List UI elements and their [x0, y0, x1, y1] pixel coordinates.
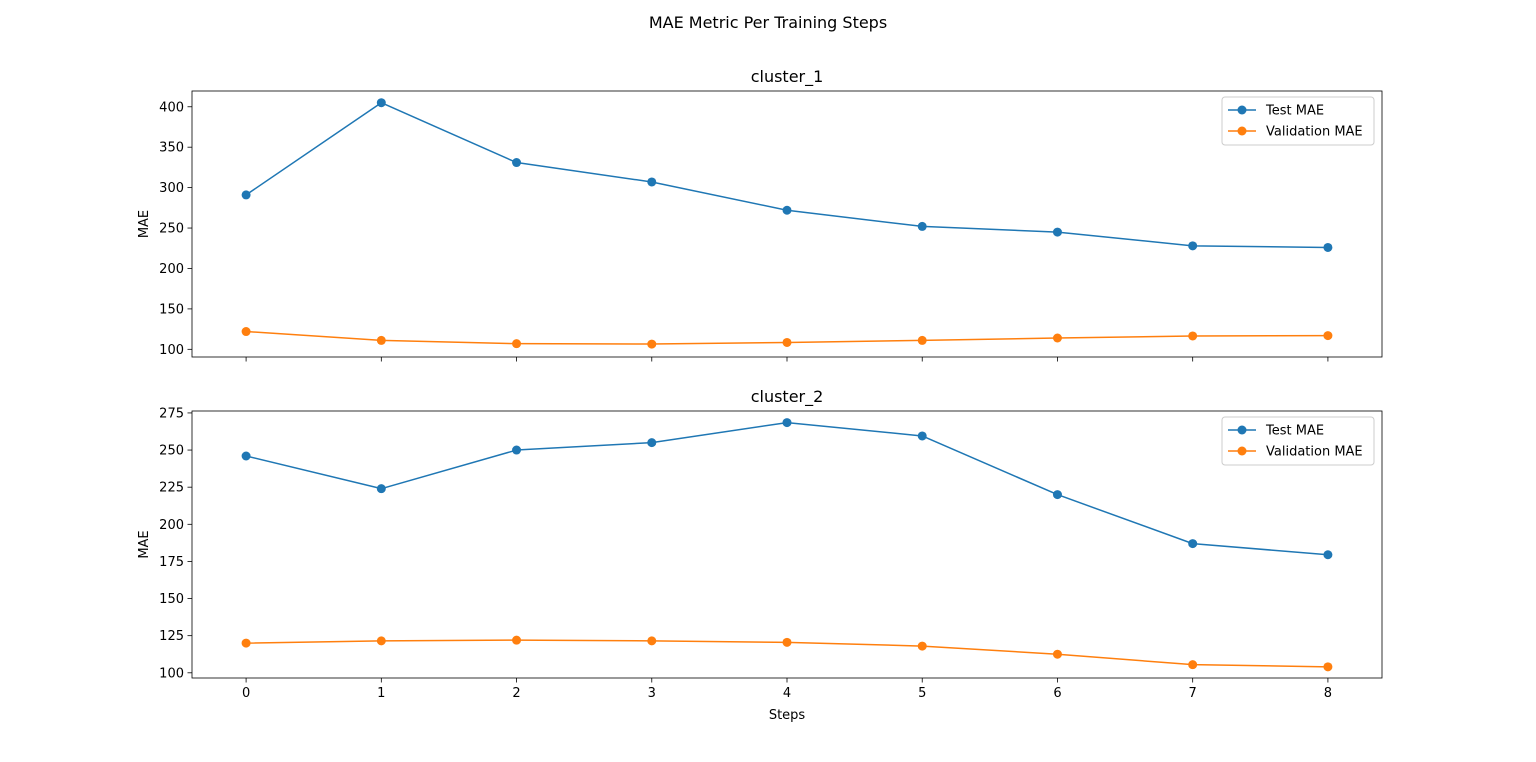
data-point [376, 98, 386, 108]
data-point [241, 451, 251, 461]
data-point [512, 158, 522, 168]
y-tick-label: 175 [159, 555, 184, 570]
y-tick-label: 250 [159, 444, 184, 459]
legend-marker [1237, 425, 1247, 435]
data-point [782, 205, 792, 215]
legend-marker [1237, 105, 1247, 115]
legend-label: Validation MAE [1266, 125, 1363, 140]
data-point [241, 638, 251, 648]
series-validation-mae [241, 327, 1333, 349]
x-tick-label: 6 [1053, 686, 1061, 701]
data-point [241, 327, 251, 337]
legend-label: Test MAE [1265, 424, 1324, 439]
legend-item: Test MAE [1228, 104, 1324, 119]
data-point [782, 637, 792, 647]
y-axis-label: MAE [137, 530, 152, 558]
series-test-mae [241, 98, 1333, 252]
legend-label: Validation MAE [1266, 445, 1363, 460]
y-tick-label: 125 [159, 629, 184, 644]
data-point [512, 339, 522, 349]
legend-box [1221, 416, 1375, 466]
data-point [512, 635, 522, 645]
y-tick-label: 225 [159, 481, 184, 496]
legend-item: Test MAE [1228, 424, 1324, 439]
legend-item: Validation MAE [1228, 125, 1363, 140]
y-tick-label: 350 [159, 141, 184, 156]
y-tick-label: 100 [159, 343, 184, 358]
y-tick-label: 400 [159, 100, 184, 115]
data-point [512, 445, 522, 455]
legend-box [1221, 96, 1375, 146]
data-point [917, 335, 927, 345]
x-tick-label: 1 [377, 686, 385, 701]
y-tick-label: 150 [159, 592, 184, 607]
data-point [376, 636, 386, 646]
data-point [1188, 241, 1198, 251]
data-point [1323, 242, 1333, 252]
y-tick-label: 250 [159, 222, 184, 237]
data-point [647, 177, 657, 187]
data-point [782, 337, 792, 347]
subplot-1: cluster_1 100 150 200 250 300 350 400 MAE Test MA… [137, 67, 1383, 362]
data-point [376, 335, 386, 345]
legend-label: Test MAE [1265, 104, 1324, 119]
y-tick-label: 300 [159, 181, 184, 196]
subplot-title: cluster_2 [751, 387, 824, 407]
data-point [1052, 649, 1062, 659]
data-point [241, 190, 251, 200]
x-tick-label: 3 [648, 686, 656, 701]
figure-title: MAE Metric Per Training Steps [649, 13, 887, 32]
x-tick-label: 2 [512, 686, 520, 701]
y-tick-label: 200 [159, 262, 184, 277]
x-tick-label: 7 [1189, 686, 1197, 701]
data-point [1188, 539, 1198, 549]
data-point [917, 431, 927, 441]
data-point [647, 636, 657, 646]
x-tick-label: 8 [1324, 686, 1332, 701]
y-tick-label: 200 [159, 518, 184, 533]
data-point [1323, 331, 1333, 341]
data-point [647, 339, 657, 349]
y-tick-label: 100 [159, 666, 184, 681]
data-point [1052, 490, 1062, 500]
legend-marker [1237, 126, 1247, 136]
series-test-mae [241, 418, 1333, 560]
x-tick-label: 5 [918, 686, 926, 701]
subplot-2: cluster_2 100 125 150 175 200 225 250 275 0 1 2 3 4 5 6… [137, 387, 1383, 723]
legend: Test MAE Validation MAE [1221, 416, 1375, 466]
data-point [1052, 227, 1062, 237]
legend: Test MAE Validation MAE [1221, 96, 1375, 146]
data-point [647, 438, 657, 448]
legend-item: Validation MAE [1228, 445, 1363, 460]
x-tick-label: 4 [783, 686, 791, 701]
subplot-title: cluster_1 [751, 67, 824, 87]
data-point [1052, 333, 1062, 343]
data-point [1188, 331, 1198, 341]
y-tick-label: 150 [159, 302, 184, 317]
legend-marker [1237, 446, 1247, 456]
data-point [1323, 550, 1333, 560]
data-point [1323, 662, 1333, 672]
data-point [917, 221, 927, 231]
series-validation-mae [241, 635, 1333, 672]
x-axis-label: Steps [769, 708, 806, 723]
y-tick-label: 275 [159, 406, 184, 421]
data-point [1188, 660, 1198, 670]
data-point [917, 641, 927, 651]
y-axis-label: MAE [137, 210, 152, 238]
x-tick-label: 0 [242, 686, 250, 701]
data-point [782, 418, 792, 428]
data-point [376, 484, 386, 494]
